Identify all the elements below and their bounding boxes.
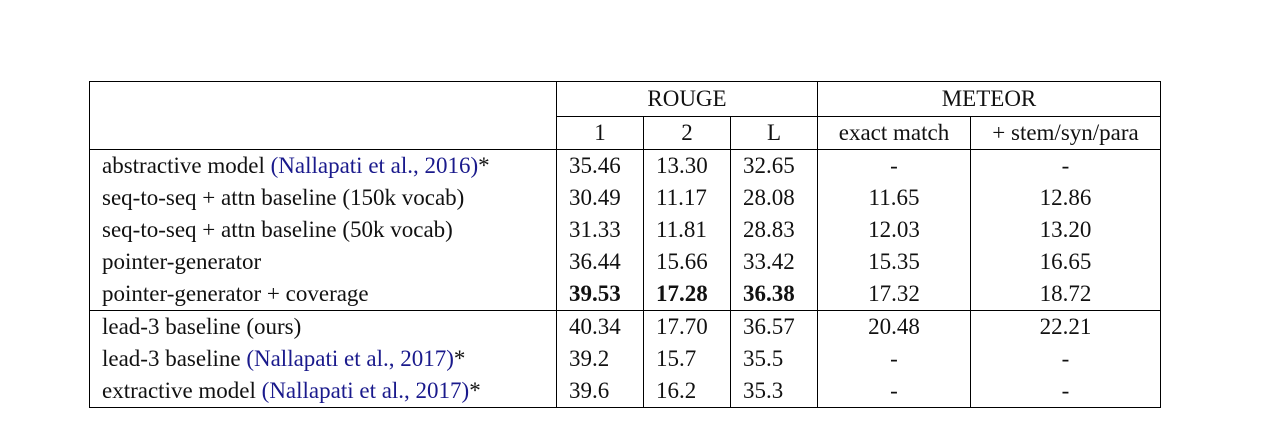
rouge-1-value: 39.6 <box>556 375 644 408</box>
table-row: seq-to-seq + attn baseline (150k vocab) … <box>89 182 1161 214</box>
model-name: lead-3 baseline (ours) <box>89 310 557 343</box>
meteor-exact-value: - <box>817 149 971 182</box>
rouge-l-header: L <box>730 116 818 150</box>
rouge-l-value: 35.3 <box>730 375 818 408</box>
model-header-cell <box>89 81 557 150</box>
meteor-exact-header: exact match <box>817 116 971 150</box>
meteor-stem-value: - <box>970 343 1161 375</box>
rouge-l-value: 28.08 <box>730 182 818 214</box>
rouge-2-header: 2 <box>643 116 731 150</box>
rouge-1-value: 39.2 <box>556 343 644 375</box>
table-row: pointer-generator + coverage 39.53 17.28… <box>89 278 1161 311</box>
model-name: pointer-generator + coverage <box>89 278 557 311</box>
meteor-stem-value: 13.20 <box>970 214 1161 246</box>
meteor-exact-value: 11.65 <box>817 182 971 214</box>
model-name: abstractive model (Nallapati et al., 201… <box>89 149 557 182</box>
model-name: lead-3 baseline (Nallapati et al., 2017)… <box>89 343 557 375</box>
rouge-2-value: 15.66 <box>643 246 731 278</box>
model-name: seq-to-seq + attn baseline (50k vocab) <box>89 214 557 246</box>
rouge-2-value: 13.30 <box>643 149 731 182</box>
rouge-header: ROUGE <box>556 81 818 117</box>
rouge-1-value: 35.46 <box>556 149 644 182</box>
rouge-l-value: 33.42 <box>730 246 818 278</box>
rouge-1-value: 36.44 <box>556 246 644 278</box>
rouge-1-value: 39.53 <box>556 278 644 311</box>
rouge-1-header: 1 <box>556 116 644 150</box>
results-table: ROUGE METEOR 1 2 L exact match + stem/sy… <box>89 81 1161 408</box>
rouge-l-value: 32.65 <box>730 149 818 182</box>
meteor-stem-value: - <box>970 375 1161 408</box>
meteor-stem-value: 16.65 <box>970 246 1161 278</box>
meteor-exact-value: 20.48 <box>817 310 971 343</box>
header-row-metrics: 1 2 L exact match + stem/syn/para <box>90 116 1161 150</box>
meteor-header: METEOR <box>817 81 1161 117</box>
meteor-exact-value: 12.03 <box>817 214 971 246</box>
rouge-2-value: 16.2 <box>643 375 731 408</box>
meteor-exact-value: - <box>817 375 971 408</box>
citation-link[interactable]: (Nallapati et al., 2017) <box>246 346 454 371</box>
rouge-1-value: 31.33 <box>556 214 644 246</box>
table-row: abstractive model (Nallapati et al., 201… <box>89 149 1161 182</box>
table-row: lead-3 baseline (Nallapati et al., 2017)… <box>89 343 1161 375</box>
meteor-stem-header: + stem/syn/para <box>970 116 1161 150</box>
rouge-2-value: 11.81 <box>643 214 731 246</box>
citation-link[interactable]: (Nallapati et al., 2017) <box>261 378 470 403</box>
model-name: extractive model (Nallapati et al., 2017… <box>89 375 557 408</box>
table-row: seq-to-seq + attn baseline (50k vocab) 3… <box>89 214 1161 246</box>
meteor-stem-value: 22.21 <box>970 310 1161 343</box>
table-row: lead-3 baseline (ours) 40.34 17.70 36.57… <box>89 310 1161 343</box>
rouge-2-value: 17.28 <box>643 278 731 311</box>
header-row-groups: ROUGE METEOR <box>89 81 1161 150</box>
meteor-exact-value: - <box>817 343 971 375</box>
meteor-stem-value: - <box>970 149 1161 182</box>
table-row: pointer-generator 36.44 15.66 33.42 15.3… <box>89 246 1161 278</box>
meteor-exact-value: 15.35 <box>817 246 971 278</box>
rouge-l-value: 36.38 <box>730 278 818 311</box>
rouge-l-value: 28.83 <box>730 214 818 246</box>
rouge-l-value: 36.57 <box>730 310 818 343</box>
rouge-l-value: 35.5 <box>730 343 818 375</box>
rouge-2-value: 11.17 <box>643 182 731 214</box>
rouge-1-value: 30.49 <box>556 182 644 214</box>
model-name: seq-to-seq + attn baseline (150k vocab) <box>89 182 557 214</box>
table-row: extractive model (Nallapati et al., 2017… <box>89 375 1161 408</box>
rouge-2-value: 17.70 <box>643 310 731 343</box>
citation-link[interactable]: (Nallapati et al., 2016) <box>270 153 479 178</box>
meteor-exact-value: 17.32 <box>817 278 971 311</box>
meteor-stem-value: 18.72 <box>970 278 1161 311</box>
meteor-stem-value: 12.86 <box>970 182 1161 214</box>
rouge-1-value: 40.34 <box>556 310 644 343</box>
rouge-2-value: 15.7 <box>643 343 731 375</box>
model-name: pointer-generator <box>89 246 557 278</box>
